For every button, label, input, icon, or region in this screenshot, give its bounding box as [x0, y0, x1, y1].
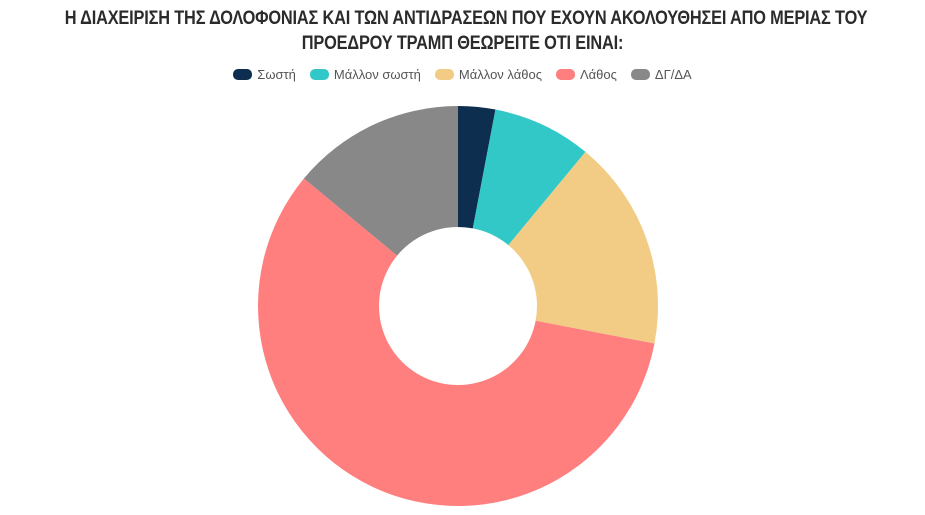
donut-slice[interactable]	[303, 106, 458, 256]
legend-item-sosti[interactable]: Σωστή	[233, 67, 296, 82]
legend-item-dg-da[interactable]: ΔΓ/ΔΑ	[630, 67, 692, 82]
donut-slice[interactable]	[458, 106, 496, 229]
donut-slice[interactable]	[257, 178, 655, 506]
chart-title: Η ΔΙΑΧΕΙΡΙΣΗ ΤΗΣ ΔΟΛΟΦΟΝΙΑΣ ΚΑΙ ΤΩΝ ΑΝΤΙ…	[64, 6, 868, 56]
legend-label: Σωστή	[257, 67, 296, 82]
legend-label: ΔΓ/ΔΑ	[654, 67, 692, 82]
legend-item-lathos[interactable]: Λάθος	[555, 67, 617, 82]
legend-swatch	[434, 69, 454, 80]
legend-item-mallon-lathos[interactable]: Μάλλον λάθος	[434, 67, 542, 82]
legend-swatch	[233, 69, 253, 80]
donut-slices	[257, 106, 658, 506]
chart-title-line-1: Η ΔΙΑΧΕΙΡΙΣΗ ΤΗΣ ΔΟΛΟΦΟΝΙΑΣ ΚΑΙ ΤΩΝ ΑΝΤΙ…	[64, 8, 868, 29]
chart-legend: Σωστή Μάλλον σωστή Μάλλον λάθος Λάθος ΔΓ…	[0, 67, 925, 82]
legend-label: Λάθος	[579, 67, 617, 82]
legend-swatch	[630, 69, 650, 80]
legend-swatch	[309, 69, 329, 80]
donut-slice[interactable]	[472, 109, 586, 246]
legend-label: Μάλλον σωστή	[333, 67, 421, 82]
legend-swatch	[555, 69, 575, 80]
legend-item-mallon-sosti[interactable]: Μάλλον σωστή	[309, 67, 421, 82]
donut-slice[interactable]	[508, 151, 658, 344]
chart-title-line-2: ΠΡΟΕΔΡΟΥ ΤΡΑΜΠ ΘΕΩΡΕΙΤΕ ΟΤΙ ΕΙΝΑΙ:	[301, 33, 624, 54]
legend-label: Μάλλον λάθος	[458, 67, 542, 82]
